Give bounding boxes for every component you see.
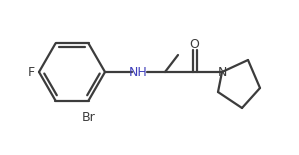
Text: O: O	[189, 38, 199, 51]
Text: NH: NH	[129, 66, 147, 78]
Text: N: N	[217, 66, 227, 78]
Text: Br: Br	[82, 111, 95, 124]
Text: F: F	[28, 66, 35, 78]
